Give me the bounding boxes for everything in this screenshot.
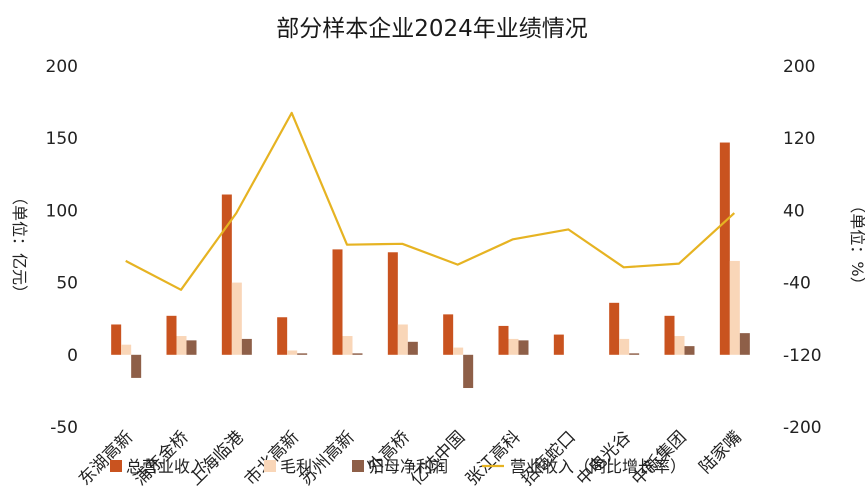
revenue-bar: [111, 324, 122, 355]
net-profit-bar: [297, 353, 308, 355]
revenue-bar: [277, 317, 288, 355]
gross-profit-bar: [231, 282, 242, 355]
legend-net-profit-swatch: [352, 460, 364, 472]
revenue-bar: [609, 302, 620, 355]
growth-line-series: [125, 111, 736, 291]
right-tick-label: 200: [783, 57, 815, 77]
right-tick-label: 120: [783, 129, 815, 149]
gross-profit-bar: [397, 324, 408, 355]
bar-series: [111, 142, 750, 389]
net-profit-bar: [131, 354, 142, 378]
growth-line: [125, 111, 736, 291]
gross-profit-bar: [121, 344, 132, 355]
net-profit-bar: [352, 353, 363, 355]
gross-profit-bar: [287, 350, 298, 355]
category-label: 陆家嘴: [696, 427, 746, 477]
gross-profit-bar: [176, 336, 187, 355]
revenue-bar: [443, 314, 454, 355]
left-tick-label: 150: [46, 129, 78, 149]
legend-revenue-label: 总营业收入: [126, 457, 206, 476]
right-tick-label: -40: [783, 274, 811, 294]
net-profit-bar: [518, 340, 529, 355]
right-tick-label: -120: [783, 346, 822, 366]
gross-profit-bar: [729, 260, 740, 355]
revenue-bar: [719, 142, 730, 355]
legend: 总营业收入 毛利 归母净利润 营业收入（同比增长率）: [110, 457, 686, 476]
revenue-bar: [553, 334, 564, 355]
net-profit-bar: [407, 341, 418, 355]
net-profit-bar: [684, 346, 695, 355]
right-axis-ticks: 200 120 40 -40 -120 -200: [783, 57, 822, 438]
left-tick-label: 0: [67, 346, 78, 366]
left-tick-label: 100: [46, 201, 78, 221]
revenue-bar: [664, 315, 675, 355]
legend-gross-profit-label: 毛利: [280, 457, 312, 476]
gross-profit-bar: [508, 338, 519, 355]
net-profit-bar: [463, 354, 474, 389]
right-tick-label: 40: [783, 201, 805, 221]
net-profit-bar: [186, 340, 197, 355]
revenue-bar: [387, 252, 398, 355]
revenue-bar: [498, 325, 509, 355]
gross-profit-bar: [674, 336, 685, 355]
left-axis-ticks: 200 150 100 50 0 -50: [46, 57, 78, 438]
legend-growth-label: 营业收入（同比增长率）: [510, 457, 686, 476]
left-tick-label: 200: [46, 57, 78, 77]
left-tick-label: 50: [56, 274, 78, 294]
left-axis-title: （单位：亿元）: [10, 189, 29, 301]
right-axis-title: （单位：%）: [848, 197, 865, 292]
legend-revenue-swatch: [110, 460, 122, 472]
right-tick-label: -200: [783, 418, 822, 438]
revenue-bar: [166, 315, 177, 355]
left-tick-label: -50: [50, 418, 78, 438]
net-profit-bar: [241, 338, 252, 355]
net-profit-bar: [629, 353, 640, 355]
gross-profit-bar: [619, 338, 630, 355]
revenue-bar: [221, 194, 232, 355]
net-profit-bar: [739, 333, 750, 355]
gross-profit-bar: [453, 347, 464, 355]
gross-profit-bar: [342, 336, 353, 355]
chart-title: 部分样本企业2024年业绩情况: [276, 16, 588, 42]
legend-net-profit-label: 归母净利润: [368, 457, 448, 476]
revenue-bar: [332, 249, 343, 355]
legend-gross-profit-swatch: [264, 460, 276, 472]
